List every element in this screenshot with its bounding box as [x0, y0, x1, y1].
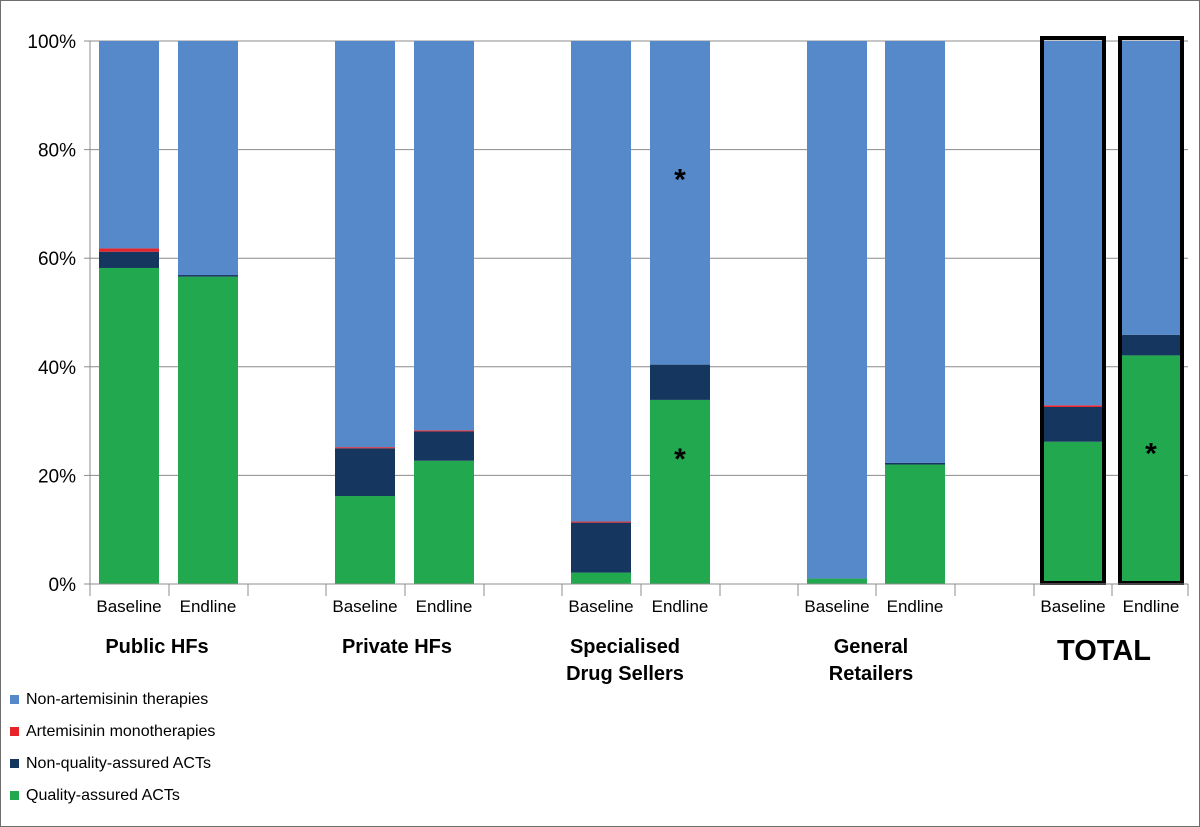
labels: 0% 20% 40% 60% 80% 100% Baseline Endline Baselin…: [27, 32, 1179, 685]
bar-non-artemisinin-therapies-8: [1043, 41, 1103, 406]
significance-marker: *: [674, 163, 686, 196]
x-tick-label: Endline: [887, 597, 944, 616]
x-tick-label: Baseline: [568, 597, 633, 616]
y-tick-label: 40%: [38, 358, 76, 379]
bar-artemisinin-monotherapies-3: [414, 430, 474, 432]
bar-quality-assured-acts-4: [571, 572, 631, 584]
bar-quality-assured-acts-6: [807, 578, 867, 584]
y-tick-label: 0%: [49, 575, 77, 596]
significance-marker: *: [674, 443, 686, 476]
bar-quality-assured-acts-1: [178, 276, 238, 584]
bar-quality-assured-acts-3: [414, 460, 474, 584]
axes: [84, 40, 1189, 596]
bar-non-artemisinin-therapies-3: [414, 41, 474, 431]
bar-non-quality-assured-acts-9: [1121, 334, 1181, 356]
group-label: General: [834, 636, 908, 658]
bar-non-quality-assured-acts-4: [571, 522, 631, 573]
bar-non-artemisinin-therapies-2: [335, 41, 395, 448]
bar-artemisinin-monotherapies-2: [335, 447, 395, 449]
group-label: TOTAL: [1057, 635, 1151, 667]
x-tick-label: Baseline: [1040, 597, 1105, 616]
bar-non-quality-assured-acts-0: [99, 251, 159, 268]
stacked-bar-chart: 0% 20% 40% 60% 80% 100% Baseline Endline Baselin…: [27, 32, 1189, 685]
legend-label: Artemisinin monotherapies: [26, 722, 216, 740]
group-label: Retailers: [829, 663, 914, 685]
bar-quality-assured-acts-0: [99, 267, 159, 584]
gridlines: [90, 40, 1188, 476]
x-tick-label: Baseline: [96, 597, 161, 616]
bar-non-quality-assured-acts-1: [178, 275, 238, 277]
highlight-box: [1118, 36, 1184, 585]
bar-quality-assured-acts-2: [335, 496, 395, 584]
legend-swatch: [10, 727, 19, 736]
bar-quality-assured-acts-5: [650, 399, 710, 584]
legend-item: Non-artemisinin therapies: [10, 686, 215, 713]
group-label: Private HFs: [342, 636, 452, 658]
group-label: Drug Sellers: [566, 663, 684, 685]
bar-non-artemisinin-therapies-6: [807, 41, 867, 579]
bar-artemisinin-monotherapies-0: [99, 248, 159, 252]
group-label: Specialised: [570, 636, 680, 658]
legend-item: Non-quality-assured ACTs: [10, 750, 215, 777]
group-label: Public HFs: [105, 636, 208, 658]
legend-item: Quality-assured ACTs: [10, 782, 215, 809]
bar-non-quality-assured-acts-3: [414, 431, 474, 461]
legend-label: Non-artemisinin therapies: [26, 690, 209, 708]
bar-non-artemisinin-therapies-4: [571, 41, 631, 522]
legend-swatch: [10, 759, 19, 768]
y-tick-label: 100%: [27, 32, 76, 53]
bar-quality-assured-acts-8: [1043, 441, 1103, 584]
legend: Non-artemisinin therapies Artemisinin mon…: [10, 686, 215, 814]
bar-non-artemisinin-therapies-0: [99, 41, 159, 249]
bar-quality-assured-acts-9: [1121, 355, 1181, 584]
significance-marker: *: [1145, 438, 1157, 471]
x-tick-label: Endline: [416, 597, 473, 616]
y-tick-label: 20%: [38, 466, 76, 487]
bar-non-artemisinin-therapies-7: [885, 41, 945, 463]
legend-label: Quality-assured ACTs: [26, 786, 180, 804]
bar-artemisinin-monotherapies-4: [571, 521, 631, 523]
bar-non-artemisinin-therapies-9: [1121, 41, 1181, 335]
bar-non-quality-assured-acts-2: [335, 448, 395, 497]
bar-quality-assured-acts-7: [885, 464, 945, 584]
legend-swatch: [10, 791, 19, 800]
bar-non-artemisinin-therapies-1: [178, 41, 238, 276]
x-tick-label: Endline: [180, 597, 237, 616]
legend-label: Non-quality-assured ACTs: [26, 754, 211, 772]
x-tick-label: Baseline: [804, 597, 869, 616]
x-tick-label: Endline: [652, 597, 709, 616]
y-tick-label: 80%: [38, 141, 76, 162]
highlight-box: [1040, 36, 1106, 585]
x-tick-label: Baseline: [332, 597, 397, 616]
x-tick-label: Endline: [1123, 597, 1180, 616]
bars: [99, 36, 1184, 585]
bar-non-quality-assured-acts-7: [885, 462, 945, 465]
bar-non-artemisinin-therapies-5: [650, 41, 710, 365]
bar-non-quality-assured-acts-8: [1043, 406, 1103, 442]
bar-artemisinin-monotherapies-8: [1043, 405, 1103, 407]
legend-swatch: [10, 695, 19, 704]
bar-non-quality-assured-acts-5: [650, 364, 710, 400]
y-tick-label: 60%: [38, 249, 76, 270]
legend-item: Artemisinin monotherapies: [10, 718, 215, 745]
